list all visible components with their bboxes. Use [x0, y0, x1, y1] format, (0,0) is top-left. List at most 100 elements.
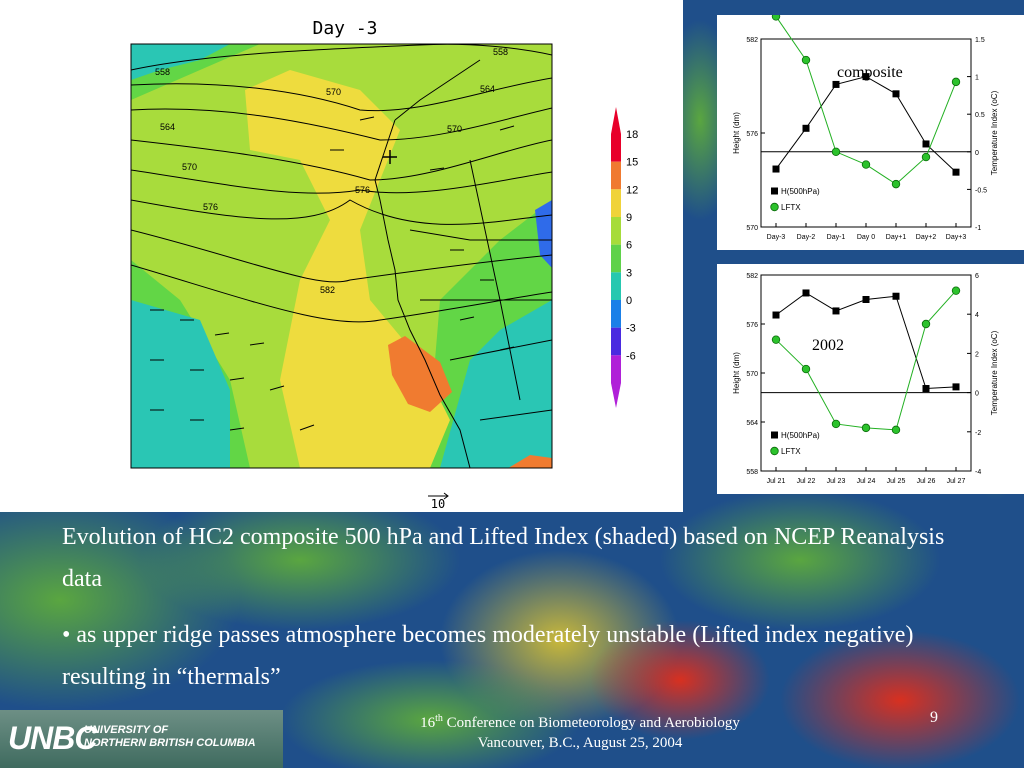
x-tick-label: Jul 26: [917, 478, 936, 485]
legend-lftx-swatch: [770, 202, 779, 212]
left-tick-label: 570: [746, 371, 758, 378]
x-tick-label: Jul 21: [767, 478, 786, 485]
footer-conf-suffix: th: [435, 713, 443, 724]
contour-label: 558: [493, 47, 508, 57]
right-tick-label: 0.5: [975, 112, 985, 119]
left-tick-label: 582: [746, 37, 758, 44]
colorbar-top-tip: [611, 107, 621, 134]
lftx-point: [951, 77, 961, 87]
contour-label: 570: [182, 162, 197, 172]
wind-vectors: [150, 116, 515, 431]
colorbar-tick-label: 9: [626, 212, 632, 224]
chart-annotation: 2002: [812, 337, 844, 354]
left-tick-label: 570: [746, 225, 758, 232]
shade-orange-small: [508, 455, 552, 468]
contour-label: 564: [160, 122, 175, 132]
caption-bullet: • as upper ridge passes atmosphere becom…: [62, 622, 914, 690]
left-axis-label: Height (dm): [732, 112, 741, 154]
lftx-point: [861, 160, 871, 169]
height-point: [922, 385, 930, 393]
contour-label: 558: [155, 67, 170, 77]
logo-line2: NORTHERN BRITISH COLUMBIA: [84, 737, 256, 749]
legend-label: LFTX: [781, 447, 801, 456]
lftx-point: [891, 425, 901, 435]
height-point: [802, 289, 810, 297]
height-point: [952, 168, 960, 176]
height-point: [952, 383, 960, 391]
year-2002-chart-panel: 558 564 570 576 582 -4 -2 0 2 4 6 Jul 21 Jul 22 Jul 2…: [717, 264, 1024, 494]
right-tick-label: 1: [975, 75, 979, 82]
lftx-point: [951, 286, 961, 295]
x-tick-label: Day+2: [916, 234, 937, 241]
caption-title: Evolution of HC2 composite 500 hPa and L…: [62, 524, 945, 592]
colorbar-swatch: [611, 244, 621, 273]
left-tick-label: 576: [746, 131, 758, 138]
lftx-point: [801, 55, 811, 65]
x-tick-label: Jul 24: [857, 478, 876, 485]
lftx-point: [921, 152, 931, 162]
contour-label-layer: 558 558 564 564 570 570 570 576 576 582: [155, 47, 508, 295]
map-frame: [130, 43, 553, 469]
lftx-point: [921, 319, 931, 329]
lftx-point: [831, 147, 841, 156]
contour-label: 576: [203, 202, 218, 212]
lftx-point: [891, 179, 901, 189]
footer-line1: 16th Conference on Biometeorology and Ae…: [330, 709, 830, 733]
x-tick-label: Day-1: [827, 234, 846, 241]
contour-label: 564: [480, 84, 495, 94]
legend-label: H(500hPa): [781, 431, 820, 440]
lifted-index-map: 558 558 564 564 570 570 570 576 576 582 …: [130, 43, 638, 500]
height-point: [772, 165, 780, 173]
colorbar-tick-label: 15: [626, 157, 638, 169]
shade-orange: [388, 336, 452, 412]
left-tick-label: 582: [746, 273, 758, 280]
colorbar-tick-label: 3: [626, 267, 632, 279]
logo-text: UNIVERSITY OF NORTHERN BRITISH COLUMBIA: [84, 724, 256, 750]
footer-conf-number: 16: [420, 715, 436, 731]
vector-reference-label: 10: [430, 497, 446, 511]
map-cross-marker: [383, 150, 397, 164]
height-point: [892, 90, 900, 98]
x-tick-label: Day+1: [886, 234, 907, 241]
lftx-series-line: [775, 290, 957, 431]
right-tick-label: 6: [975, 273, 979, 280]
logo-line1: UNIVERSITY OF: [84, 724, 169, 736]
height-point: [922, 140, 930, 148]
right-tick-label: 2: [975, 351, 979, 358]
footer-line2: Vancouver, B.C., August 25, 2004: [477, 735, 683, 751]
colorbar-swatch: [611, 300, 621, 328]
right-tick-label: -4: [975, 469, 981, 476]
right-tick-label: 4: [975, 312, 979, 319]
height-point: [832, 80, 840, 88]
height-point: [832, 307, 840, 315]
x-tick-label: Jul 22: [797, 478, 816, 485]
contour-label: 570: [447, 124, 462, 134]
colorbar-swatch: [611, 189, 621, 217]
legend-label: H(500hPa): [781, 187, 820, 196]
footer-conf-name: Conference on Biometeorology and Aerobio…: [442, 715, 740, 731]
x-tick-label: Jul 27: [947, 478, 966, 485]
composite-chart: 570 576 582 -1 -0.5 0 0.5 1 1.5 Day-3 Day-2 Day-1 Da…: [732, 12, 999, 241]
right-tick-label: -1: [975, 225, 981, 232]
contour-label: 576: [355, 185, 370, 195]
colorbar-swatch: [611, 327, 621, 356]
right-tick-label: 1.5: [975, 37, 985, 44]
year-2002-chart: 558 564 570 576 582 -4 -2 0 2 4 6 Jul 21 Jul 22 Jul 2…: [732, 273, 999, 485]
height-point: [802, 124, 810, 132]
colorbar-swatch: [611, 217, 621, 245]
right-axis-label: Temperature Index (oC): [990, 330, 999, 415]
lftx-point: [771, 12, 781, 21]
plot-frame: [760, 274, 972, 472]
caption-block: Evolution of HC2 composite 500 hPa and L…: [62, 516, 962, 698]
colorbar: 18 15 12 9 6 3 0 -3 -6: [611, 107, 638, 408]
height-series-line: [775, 292, 957, 390]
colorbar-tick-label: 6: [626, 240, 632, 252]
shade-teal-west: [131, 300, 230, 468]
lftx-point: [771, 335, 781, 344]
contour-label: 582: [320, 285, 335, 295]
colorbar-tick-label: -6: [626, 350, 636, 362]
colorbar-tick-label: 18: [626, 129, 638, 141]
height-point: [772, 311, 780, 319]
right-axis-label: Temperature Index (oC): [990, 90, 999, 175]
lftx-point: [831, 419, 841, 429]
